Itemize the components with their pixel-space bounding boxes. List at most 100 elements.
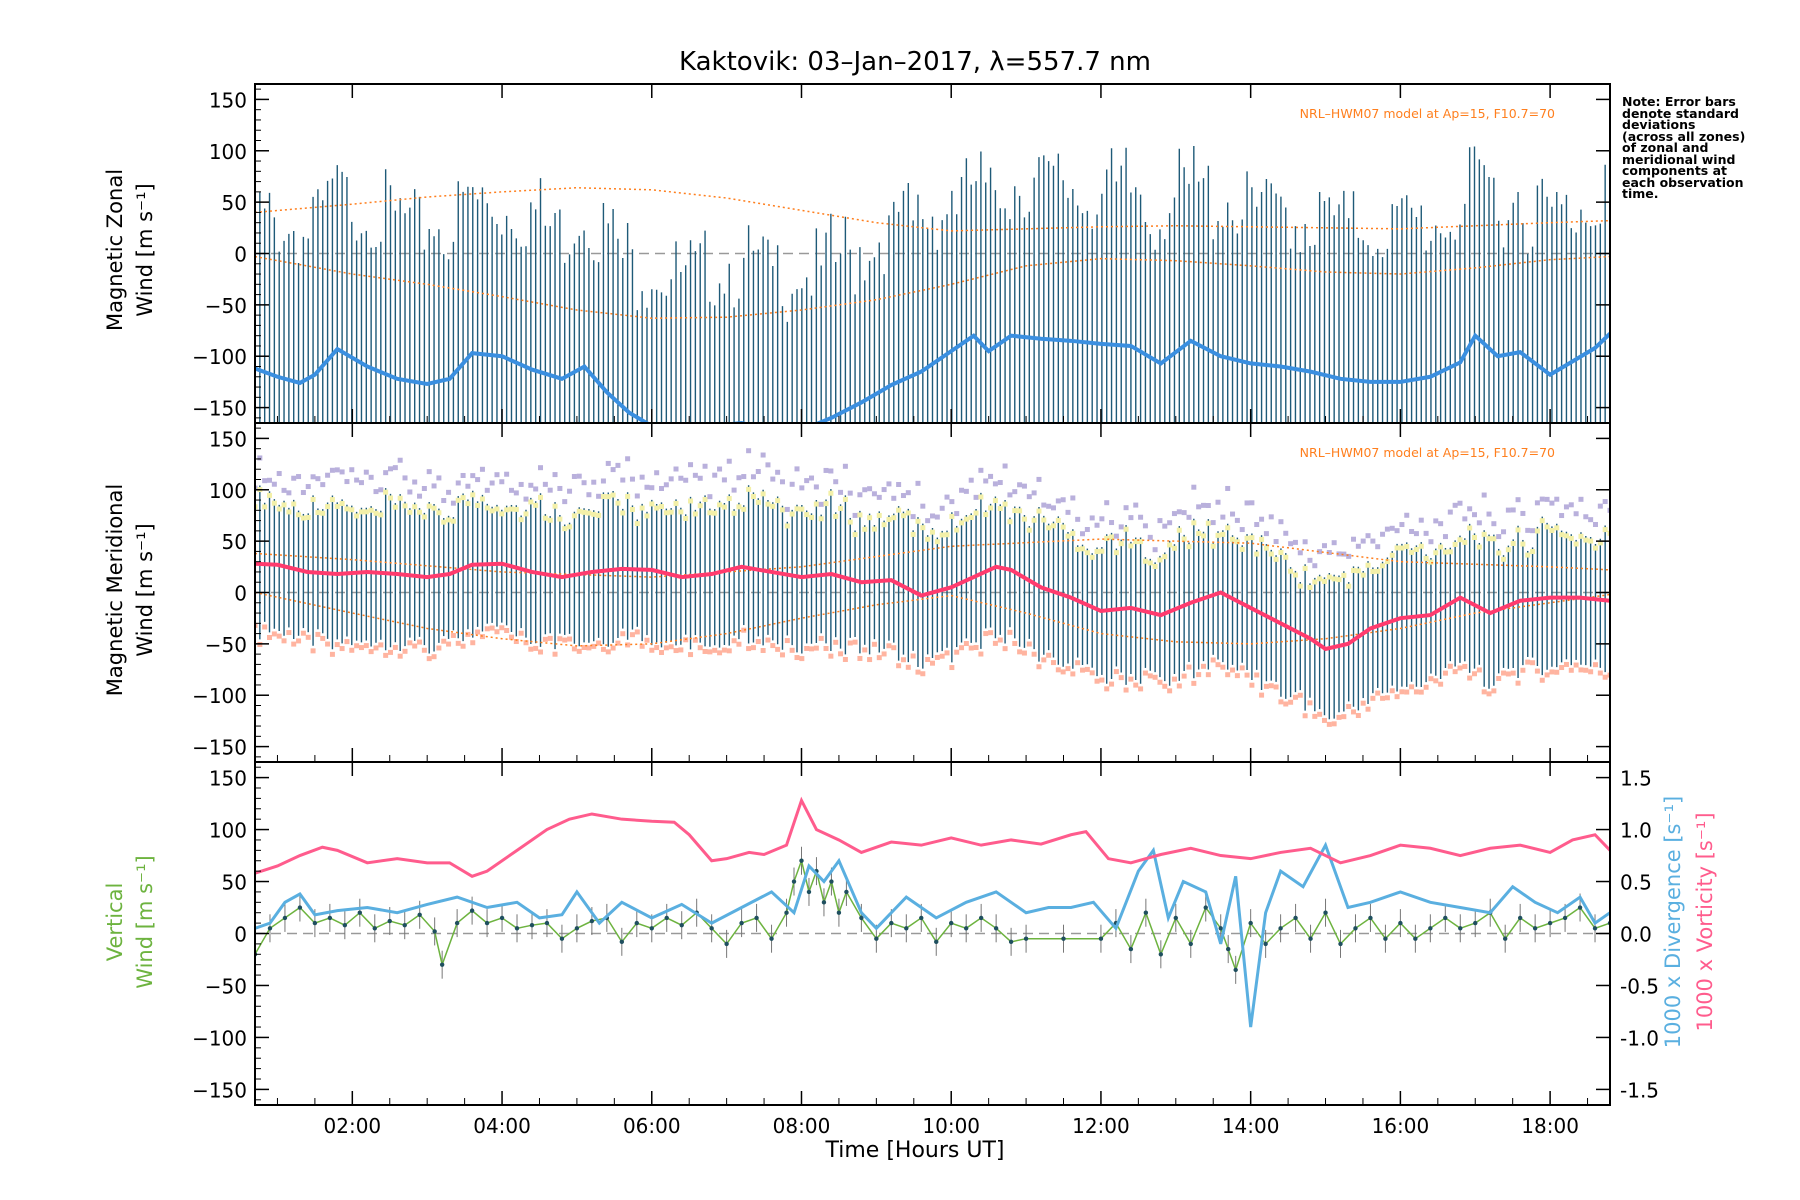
band-point xyxy=(586,510,592,516)
vertical-wind-point xyxy=(1473,920,1478,926)
upper-scatter-point xyxy=(915,480,921,486)
band-point xyxy=(523,511,529,517)
upper-scatter-point xyxy=(533,486,539,492)
band-point xyxy=(450,518,456,524)
upper-scatter-point xyxy=(392,465,398,471)
upper-scatter-point xyxy=(562,499,568,505)
band-point xyxy=(1592,545,1598,551)
lower-scatter-point xyxy=(484,626,490,632)
upper-scatter-point xyxy=(1220,514,1226,520)
lower-scatter-point xyxy=(1225,672,1231,678)
band-point xyxy=(1510,540,1516,546)
band-point xyxy=(1307,584,1313,590)
lower-scatter-point xyxy=(446,641,452,647)
vorticity-line xyxy=(255,796,1610,878)
upper-scatter-point xyxy=(702,463,708,469)
band-point xyxy=(1157,557,1163,563)
upper-scatter-point xyxy=(1196,504,1202,510)
upper-scatter-point xyxy=(281,487,287,493)
upper-scatter-point xyxy=(1084,526,1090,532)
band-point xyxy=(296,512,302,518)
band-point xyxy=(852,532,858,538)
lower-scatter-point xyxy=(1534,668,1540,674)
meridional-model-label: NRL–HWM07 model at Ap=15, F10.7=70 xyxy=(1300,445,1555,460)
band-point xyxy=(1365,562,1371,568)
upper-scatter-point xyxy=(876,494,882,500)
vertical-wind-point xyxy=(993,926,999,931)
lower-scatter-point xyxy=(697,645,703,651)
lower-scatter-point xyxy=(528,646,534,652)
lower-scatter-point xyxy=(896,663,902,669)
band-point xyxy=(1104,535,1110,541)
lower-scatter-point xyxy=(1205,672,1211,678)
upper-scatter-point xyxy=(291,475,297,481)
vertical-wind-point xyxy=(619,939,625,945)
band-point xyxy=(363,509,369,515)
band-point xyxy=(818,516,824,522)
upper-scatter-point xyxy=(1486,511,1492,517)
upper-scatter-point xyxy=(271,481,277,487)
band-point xyxy=(1123,526,1129,532)
band-point xyxy=(1254,551,1260,557)
band-point xyxy=(1312,579,1318,585)
vertical-wind-point xyxy=(387,918,392,924)
vertical-wind-point xyxy=(859,915,864,921)
band-point xyxy=(441,519,447,525)
lower-scatter-point xyxy=(934,654,940,660)
upper-scatter-point xyxy=(736,475,742,481)
lower-scatter-point xyxy=(358,645,364,651)
lower-scatter-point xyxy=(1075,660,1081,666)
vertical-wind-point xyxy=(1532,926,1538,931)
band-point xyxy=(1389,552,1395,558)
band-point xyxy=(1225,525,1231,531)
lower-scatter-point xyxy=(368,649,374,655)
lower-scatter-point xyxy=(1346,704,1352,710)
upper-scatter-point xyxy=(1365,533,1371,539)
vertical-wind-point xyxy=(799,858,804,863)
note-line: (across all zones) xyxy=(1622,128,1746,144)
upper-scatter-point xyxy=(1476,520,1482,526)
lower-scatter-point xyxy=(915,669,921,675)
band-point xyxy=(1031,517,1037,523)
lower-scatter-point xyxy=(823,645,829,651)
upper-scatter-point xyxy=(610,467,616,473)
upper-scatter-point xyxy=(1012,489,1018,495)
upper-scatter-point xyxy=(576,473,582,479)
band-point xyxy=(557,516,563,522)
band-point xyxy=(741,506,747,512)
vertical-wind-point xyxy=(1023,936,1029,941)
lower-scatter-point xyxy=(1220,664,1226,670)
upper-scatter-point xyxy=(1462,516,1468,522)
vertical-wind-point xyxy=(267,926,273,931)
band-point xyxy=(1380,563,1386,569)
band-point xyxy=(1588,538,1594,544)
upper-scatter-point xyxy=(504,471,510,477)
lower-scatter-point xyxy=(576,648,582,654)
upper-scatter-point xyxy=(286,490,292,496)
upper-scatter-point xyxy=(881,487,887,493)
lower-scatter-point xyxy=(1530,660,1536,666)
band-point xyxy=(494,506,500,512)
vertical-wind-point xyxy=(1547,920,1553,926)
vertical-wind-point xyxy=(904,926,909,931)
upper-scatter-point xyxy=(625,456,631,462)
lower-scatter-point xyxy=(920,671,926,677)
upper-scatter-point xyxy=(867,486,873,492)
lower-scatter-point xyxy=(349,647,355,653)
upper-scatter-point xyxy=(659,485,664,491)
band-point xyxy=(339,500,345,506)
upper-scatter-point xyxy=(954,511,960,517)
band-point xyxy=(794,506,800,512)
band-point xyxy=(857,512,863,518)
vertical-ylabel-line2: Wind [m s⁻¹] xyxy=(133,855,157,988)
band-point xyxy=(1239,546,1245,552)
upper-scatter-point xyxy=(1336,551,1342,557)
lower-scatter-point xyxy=(809,646,815,652)
lower-scatter-point xyxy=(1031,651,1037,657)
band-point xyxy=(426,503,432,509)
upper-scatter-point xyxy=(1399,522,1405,528)
lower-scatter-point xyxy=(1559,665,1565,671)
upper-scatter-point xyxy=(992,481,998,487)
y-tick-label: 150 xyxy=(209,88,247,112)
vertical-wind-point xyxy=(664,915,669,921)
